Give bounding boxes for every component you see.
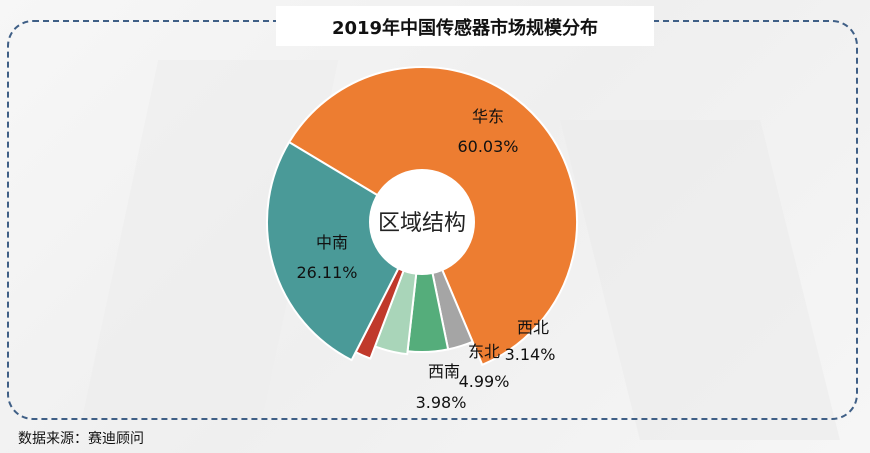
title-background (276, 6, 654, 46)
slice-label: 中南 (316, 233, 348, 252)
slice-label: 西北 (517, 318, 549, 337)
data-source-note: 数据来源：赛迪顾问 (18, 431, 144, 447)
slice-label: 东北 (468, 342, 500, 361)
pie-slice (266, 140, 424, 362)
slice-value-label: 3.14% (505, 345, 556, 364)
slice-value-label: 60.03% (457, 137, 518, 156)
center-hole (369, 169, 475, 275)
slice-value-label: 4.99% (459, 372, 510, 391)
slice-value-label: 3.98% (416, 393, 467, 412)
chart-title: 2019年中国传感器市场规模分布 (331, 18, 599, 39)
center-label: 区域结构 (378, 211, 466, 236)
slice-label: 西南 (428, 362, 460, 381)
slice-label: 华东 (472, 107, 504, 126)
slice-value-label: 26.11% (296, 263, 357, 282)
